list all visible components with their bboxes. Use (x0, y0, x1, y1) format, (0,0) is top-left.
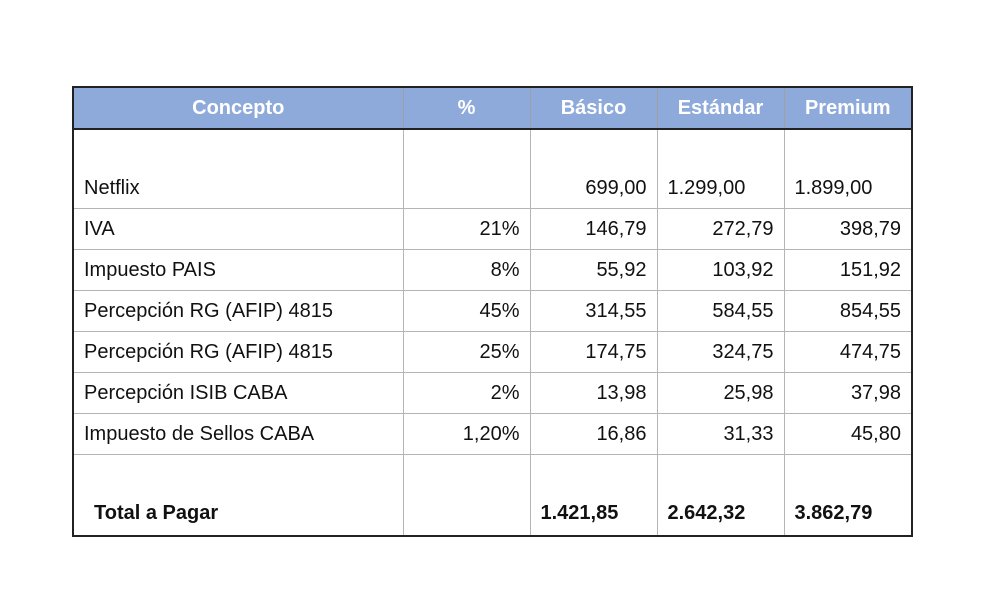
cell-total-basico: 1.421,85 (529, 454, 658, 537)
cell-pct: 2% (402, 372, 531, 414)
table-row: Percepción ISIB CABA 2% 13,98 25,98 37,9… (72, 372, 913, 414)
cell-pct: 8% (402, 249, 531, 291)
cell-basico: 146,79 (529, 208, 658, 250)
header-concepto: Concepto (72, 86, 404, 130)
cell-pct: 1,20% (402, 413, 531, 455)
cell-total-label: Total a Pagar (72, 454, 404, 537)
cell-label: Impuesto de Sellos CABA (72, 413, 404, 455)
cell-label: Impuesto PAIS (72, 249, 404, 291)
cell-premium: 398,79 (783, 208, 913, 250)
cell-label: Percepción RG (AFIP) 4815 (72, 331, 404, 373)
cell-estandar: 272,79 (656, 208, 785, 250)
cell-estandar: 25,98 (656, 372, 785, 414)
header-basico: Básico (529, 86, 658, 130)
cell-estandar: 324,75 (656, 331, 785, 373)
cell-label: IVA (72, 208, 404, 250)
netflix-cost-table: Concepto % Básico Estándar Premium Netfl… (72, 86, 913, 537)
cell-premium: 151,92 (783, 249, 913, 291)
cell-total-estandar: 2.642,32 (656, 454, 785, 537)
cell-basico: 16,86 (529, 413, 658, 455)
cell-pct (402, 128, 531, 209)
cell-premium: 45,80 (783, 413, 913, 455)
cell-total-premium: 3.862,79 (783, 454, 913, 537)
cell-basico: 13,98 (529, 372, 658, 414)
table-row: Percepción RG (AFIP) 4815 45% 314,55 584… (72, 290, 913, 332)
cell-estandar: 31,33 (656, 413, 785, 455)
cell-basico: 699,00 (529, 128, 658, 209)
header-row: Concepto % Básico Estándar Premium (72, 86, 913, 130)
cell-estandar: 1.299,00 (656, 128, 785, 209)
table-row: Impuesto PAIS 8% 55,92 103,92 151,92 (72, 249, 913, 291)
table-row: Percepción RG (AFIP) 4815 25% 174,75 324… (72, 331, 913, 373)
cell-label: Netflix (72, 128, 404, 209)
table-row: IVA 21% 146,79 272,79 398,79 (72, 208, 913, 250)
cost-table-container: Concepto % Básico Estándar Premium Netfl… (72, 86, 913, 537)
cell-total-pct (402, 454, 531, 537)
header-percent: % (402, 86, 531, 130)
cell-estandar: 584,55 (656, 290, 785, 332)
cell-estandar: 103,92 (656, 249, 785, 291)
cell-pct: 45% (402, 290, 531, 332)
cell-pct: 21% (402, 208, 531, 250)
cell-basico: 55,92 (529, 249, 658, 291)
header-estandar: Estándar (656, 86, 785, 130)
cell-premium: 474,75 (783, 331, 913, 373)
cell-label: Percepción ISIB CABA (72, 372, 404, 414)
cell-pct: 25% (402, 331, 531, 373)
header-premium: Premium (783, 86, 913, 130)
table-row: Impuesto de Sellos CABA 1,20% 16,86 31,3… (72, 413, 913, 455)
cell-premium: 37,98 (783, 372, 913, 414)
cell-premium: 1.899,00 (783, 128, 913, 209)
cell-basico: 174,75 (529, 331, 658, 373)
cell-premium: 854,55 (783, 290, 913, 332)
table-row-netflix: Netflix 699,00 1.299,00 1.899,00 (72, 128, 913, 209)
cell-basico: 314,55 (529, 290, 658, 332)
table-row-total: Total a Pagar 1.421,85 2.642,32 3.862,79 (72, 454, 913, 537)
cell-label: Percepción RG (AFIP) 4815 (72, 290, 404, 332)
